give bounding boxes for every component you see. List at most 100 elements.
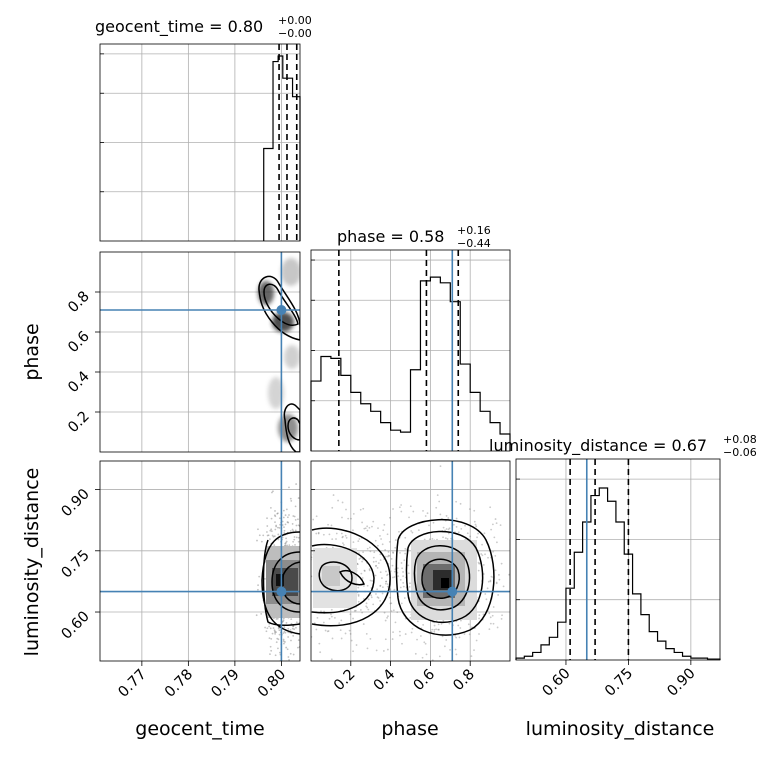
grid <box>516 459 720 660</box>
ylabel-luminosity-distance: luminosity_distance <box>21 468 43 657</box>
scatter-point <box>303 510 305 512</box>
scatter-point <box>374 539 377 542</box>
x-tick-label: 0.60 <box>540 666 574 700</box>
scatter-point <box>367 608 370 611</box>
scatter-point <box>490 575 493 578</box>
scatter-point <box>389 596 391 599</box>
scatter-point <box>399 551 401 554</box>
scatter-point <box>457 624 460 627</box>
scatter-point <box>494 554 497 557</box>
scatter-point <box>484 553 486 556</box>
contour-line <box>311 527 391 627</box>
scatter-point <box>266 525 269 527</box>
scatter-point <box>449 648 451 651</box>
scatter-point <box>283 532 286 534</box>
scatter-point <box>339 629 342 632</box>
scatter-point <box>468 633 471 636</box>
scatter-point <box>438 628 440 631</box>
scatter-point <box>409 616 412 619</box>
scatter-point <box>430 630 433 633</box>
scatter-point <box>371 580 374 582</box>
scatter-point <box>365 605 368 608</box>
x-tick-label: 0.90 <box>665 666 699 700</box>
scatter-point <box>282 638 285 641</box>
scatter-point <box>386 648 389 651</box>
histogram-step <box>310 276 511 451</box>
scatter-point <box>265 630 268 633</box>
x-tick-label: 0.4 <box>371 667 399 695</box>
scatter-point <box>291 523 294 525</box>
scatter-point <box>290 500 293 502</box>
density-blob <box>281 258 300 286</box>
scatter-point <box>372 556 375 559</box>
scatter-point <box>322 533 325 536</box>
scatter-point <box>374 574 377 577</box>
scatter-point <box>493 536 496 539</box>
scatter-point <box>318 642 321 645</box>
title-luminosity-distance: luminosity_distance = 0.67 <box>489 436 707 456</box>
contour-line <box>258 275 300 341</box>
scatter-point <box>297 639 300 642</box>
scatter-point <box>470 655 473 658</box>
scatter-point <box>488 628 491 631</box>
scatter-point <box>366 547 369 550</box>
scatter-point <box>460 527 463 530</box>
scatter-point <box>287 627 290 630</box>
scatter-point <box>400 562 403 564</box>
scatter-point <box>372 520 375 523</box>
scatter-point <box>441 635 444 638</box>
scatter-point <box>297 518 299 521</box>
scatter-point <box>348 629 351 632</box>
grid <box>100 252 300 452</box>
scatter-point <box>488 612 491 615</box>
scatter-point <box>379 599 382 602</box>
scatter-point <box>435 628 437 631</box>
scatter-point <box>294 543 296 546</box>
scatter-point <box>306 595 308 597</box>
scatter-point <box>274 521 276 524</box>
scatter-point <box>274 654 277 657</box>
scatter-point <box>357 593 360 596</box>
scatter-point <box>448 664 450 666</box>
scatter-point <box>402 575 405 578</box>
scatter-point <box>344 632 347 635</box>
scatter-point <box>308 583 310 585</box>
scatter-point <box>353 609 356 612</box>
scatter-point <box>305 590 307 592</box>
scatter-point <box>384 549 387 551</box>
y-tick-label: 0.8 <box>65 289 93 317</box>
scatter-point <box>296 650 298 652</box>
y-tick-label: 0.60 <box>59 609 93 643</box>
scatter-point <box>342 544 345 546</box>
scatter-point <box>301 606 303 608</box>
scatter-point <box>393 588 396 591</box>
scatter-point <box>386 555 389 558</box>
scatter-point <box>308 618 310 620</box>
axes-frame <box>99 460 301 662</box>
panel-phase-hist: phase = 0.58 +0.16 −0.44 <box>310 224 511 452</box>
scatter-point <box>428 538 431 541</box>
scatter-point <box>296 493 298 495</box>
scatter-point <box>381 592 384 595</box>
scatter-point <box>340 532 343 535</box>
density-cell <box>276 574 284 586</box>
scatter-point <box>379 584 382 587</box>
scatter-point <box>292 520 294 522</box>
scatter-point <box>366 606 369 609</box>
scatter-point <box>295 512 297 514</box>
scatter-point <box>301 585 303 587</box>
scatter-point <box>421 656 424 659</box>
scatter-point <box>358 538 361 540</box>
scatter-point <box>285 621 288 624</box>
scatter-point <box>289 629 292 631</box>
scatter-point <box>438 500 441 503</box>
scatter-point <box>257 584 259 587</box>
scatter-point <box>323 610 325 613</box>
scatter-point <box>370 596 373 599</box>
scatter-point <box>359 508 362 511</box>
scatter-point <box>386 533 389 536</box>
scatter-point <box>495 581 498 584</box>
scatter-point <box>302 605 304 607</box>
scatter-point <box>440 622 443 625</box>
scatter-point <box>274 631 276 634</box>
